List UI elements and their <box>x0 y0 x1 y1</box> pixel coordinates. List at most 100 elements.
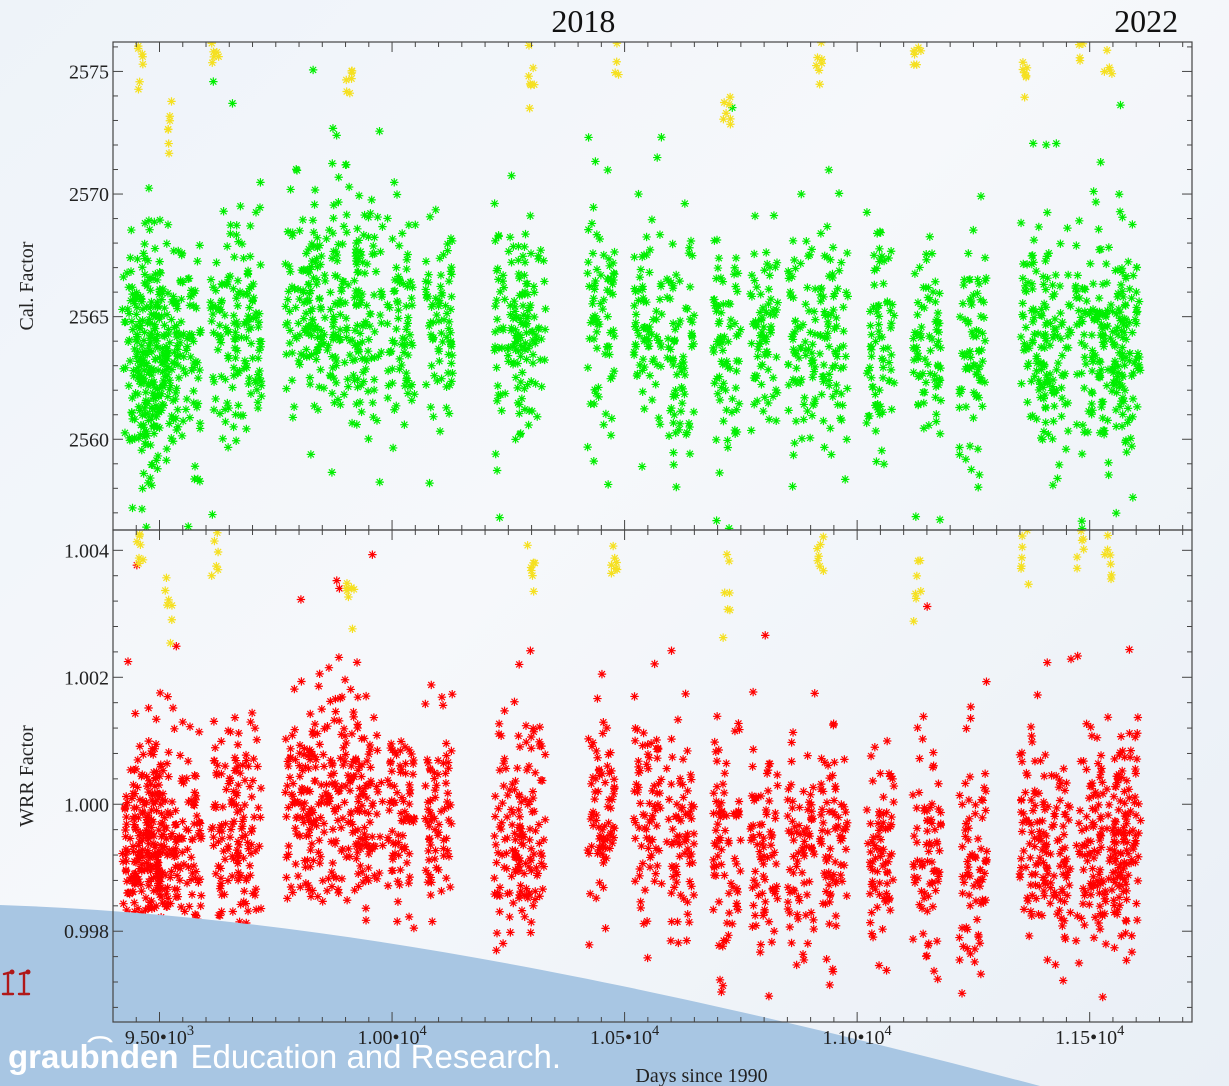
data-point-marker <box>666 406 675 415</box>
data-point-marker <box>390 405 399 414</box>
data-point-marker <box>923 941 933 950</box>
data-point-marker <box>393 877 402 886</box>
data-point-marker <box>288 228 297 237</box>
data-point-marker <box>1133 307 1142 316</box>
data-point-marker <box>223 443 233 452</box>
data-point-marker <box>784 267 793 276</box>
data-point-marker <box>773 298 782 307</box>
data-point-marker <box>328 228 338 238</box>
data-point-marker <box>157 809 166 818</box>
data-point-marker <box>162 456 171 465</box>
data-point-cluster <box>955 192 991 492</box>
data-point-marker <box>378 797 387 806</box>
data-point-marker <box>153 302 162 312</box>
data-point-marker <box>377 292 386 302</box>
data-point-marker <box>763 853 772 862</box>
data-point-marker <box>223 726 233 735</box>
data-point-marker <box>1125 645 1134 654</box>
data-point-marker <box>491 449 500 459</box>
data-point-marker <box>819 377 828 386</box>
data-point-marker <box>189 386 198 396</box>
data-point-marker <box>652 332 661 341</box>
data-point-marker <box>350 886 359 895</box>
data-point-marker <box>789 450 798 460</box>
data-point-marker <box>428 917 437 926</box>
data-point-marker <box>667 888 676 898</box>
data-point-marker <box>226 229 235 239</box>
data-point-marker <box>1113 323 1122 332</box>
data-point-marker <box>512 312 521 322</box>
data-point-marker <box>439 250 448 260</box>
data-point-marker <box>168 396 178 405</box>
data-point-marker <box>873 301 883 310</box>
data-point-marker <box>801 351 811 360</box>
data-point-marker <box>292 165 301 174</box>
data-point-marker <box>1117 422 1127 431</box>
data-point-marker <box>341 160 350 170</box>
data-point-marker <box>790 438 799 448</box>
data-point-marker <box>1110 340 1119 349</box>
data-point-marker <box>670 883 679 892</box>
data-point-marker <box>911 512 921 521</box>
data-point-marker <box>718 942 727 951</box>
data-point-marker <box>515 832 524 841</box>
data-point-marker <box>245 373 254 383</box>
data-point-marker <box>359 368 368 377</box>
data-point-marker <box>608 279 617 289</box>
data-point-marker <box>172 871 182 880</box>
data-point-marker <box>645 799 654 808</box>
data-point-marker <box>929 748 938 757</box>
data-point-marker <box>592 344 602 353</box>
data-point-marker <box>678 780 687 789</box>
data-point-marker <box>359 784 369 793</box>
data-point-marker <box>339 277 348 286</box>
data-point-marker <box>221 417 230 426</box>
data-point-marker <box>928 763 938 772</box>
data-point-marker <box>752 880 762 890</box>
data-point-marker <box>192 811 202 821</box>
data-point-marker <box>162 310 172 319</box>
data-point-marker <box>969 225 978 235</box>
data-point-marker <box>1107 570 1116 580</box>
data-point-marker <box>129 366 138 375</box>
data-point-marker <box>340 798 349 807</box>
data-point-marker <box>520 795 530 804</box>
data-point-marker <box>1086 722 1095 732</box>
data-point-marker <box>640 404 649 414</box>
data-point-marker <box>295 360 304 369</box>
data-point-marker <box>525 824 535 834</box>
data-point-marker <box>602 723 612 733</box>
data-point-marker <box>531 826 540 835</box>
data-point-marker <box>918 929 928 939</box>
data-point-marker <box>247 708 257 718</box>
data-point-marker <box>813 53 822 62</box>
data-point-marker <box>137 908 147 917</box>
data-point-marker <box>965 852 975 861</box>
data-point-marker <box>955 450 964 459</box>
data-point-marker <box>343 818 353 827</box>
data-point-marker <box>226 727 235 737</box>
data-point-marker <box>1132 319 1141 328</box>
data-point-marker <box>324 874 333 883</box>
data-point-marker <box>346 685 355 694</box>
data-point-marker <box>714 941 724 950</box>
data-point-marker <box>175 876 185 885</box>
data-point-marker <box>789 868 798 878</box>
data-point-marker <box>329 315 339 324</box>
data-point-marker <box>801 300 810 309</box>
data-point-marker <box>664 815 673 824</box>
data-point-marker <box>293 797 302 806</box>
data-point-marker <box>358 867 367 876</box>
data-point-marker <box>642 760 651 769</box>
data-point-marker <box>1133 729 1142 738</box>
data-point-marker <box>1062 778 1071 788</box>
data-point-marker <box>215 911 225 920</box>
data-point-marker <box>791 316 800 326</box>
data-point-marker <box>678 755 688 764</box>
data-point-marker <box>285 326 295 335</box>
data-point-marker <box>796 259 805 268</box>
data-point-marker <box>889 781 899 791</box>
data-point-marker <box>397 764 406 774</box>
data-point-marker <box>824 370 834 379</box>
data-point-marker <box>1059 821 1068 831</box>
